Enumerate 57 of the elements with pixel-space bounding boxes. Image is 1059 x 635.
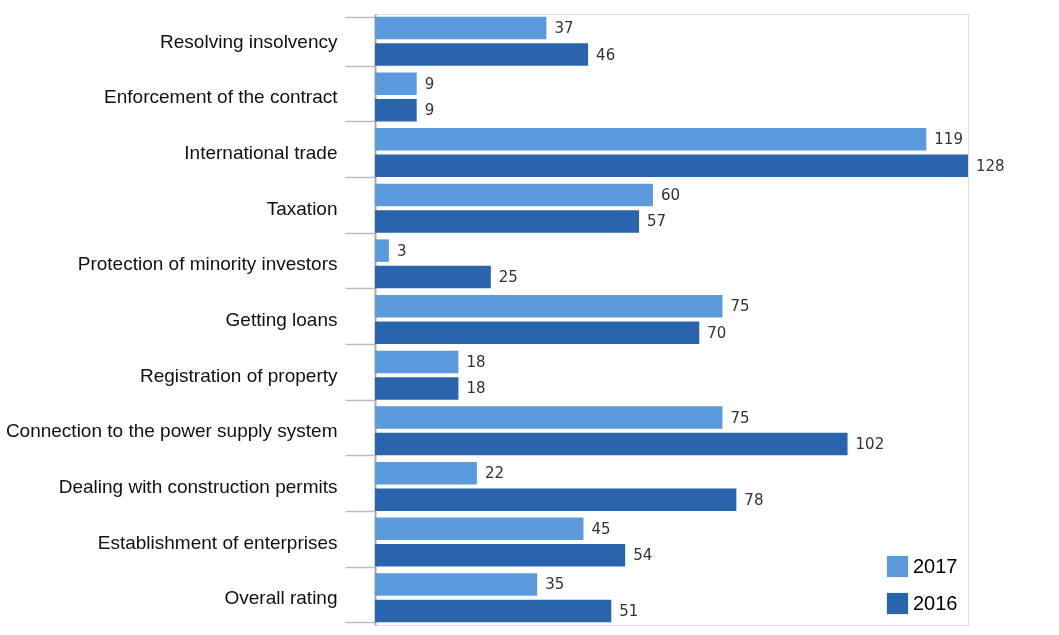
y-tick-label: Getting loans xyxy=(225,309,338,330)
data-label: 78 xyxy=(744,490,764,509)
data-label: 128 xyxy=(976,156,1005,175)
bar xyxy=(375,98,417,122)
data-label: 9 xyxy=(424,74,435,93)
data-label: 25 xyxy=(498,268,518,287)
bar xyxy=(375,72,417,95)
data-label: 60 xyxy=(660,185,681,204)
y-tick-label: Overall rating xyxy=(224,587,338,609)
bar xyxy=(375,128,927,151)
data-label: 35 xyxy=(545,575,565,594)
data-label: 75 xyxy=(730,408,750,427)
bar xyxy=(375,488,737,511)
bar xyxy=(375,265,491,289)
bar xyxy=(375,573,538,596)
bar xyxy=(375,377,459,400)
data-label: 119 xyxy=(934,130,963,149)
data-label: 22 xyxy=(484,464,505,483)
legend-label: 2016 xyxy=(913,591,958,614)
y-tick-label: Connection to the power supply system xyxy=(5,420,338,442)
bar xyxy=(375,295,723,318)
bar xyxy=(375,461,477,485)
bar xyxy=(375,16,547,40)
data-label: 102 xyxy=(855,435,885,454)
data-label: 37 xyxy=(554,19,574,38)
y-tick-label: Taxation xyxy=(266,197,338,219)
data-label: 45 xyxy=(591,519,611,538)
y-tick-label: Dealing with construction permits xyxy=(58,475,338,497)
bar xyxy=(375,43,589,66)
bar xyxy=(375,183,653,207)
bar xyxy=(375,350,459,374)
data-label: 18 xyxy=(466,379,486,398)
bar xyxy=(375,321,700,344)
data-label: 57 xyxy=(647,212,667,231)
bar xyxy=(375,432,848,456)
bar xyxy=(375,239,389,262)
y-tick-label: Enforcement of the contract xyxy=(104,86,339,108)
legend-label: 2017 xyxy=(913,554,958,577)
data-label: 70 xyxy=(707,323,727,342)
y-tick-label: Protection of minority investors xyxy=(77,253,338,275)
data-label: 46 xyxy=(596,45,616,64)
data-label: 75 xyxy=(730,297,750,316)
y-tick-label: Establishment of enterprises xyxy=(97,531,338,553)
y-tick-label: International trade xyxy=(184,142,338,164)
data-label: 3 xyxy=(396,241,407,260)
bar xyxy=(375,210,640,233)
data-label: 54 xyxy=(633,546,653,565)
data-label: 18 xyxy=(466,352,486,371)
bar xyxy=(375,406,723,429)
bar xyxy=(375,154,968,178)
bar xyxy=(375,599,612,623)
y-tick-label: Resolving insolvency xyxy=(160,30,338,52)
bar xyxy=(375,517,584,541)
y-tick-label: Registration of property xyxy=(140,364,338,386)
data-label: 51 xyxy=(619,601,639,620)
data-label: 9 xyxy=(424,101,435,120)
bar xyxy=(375,544,626,567)
